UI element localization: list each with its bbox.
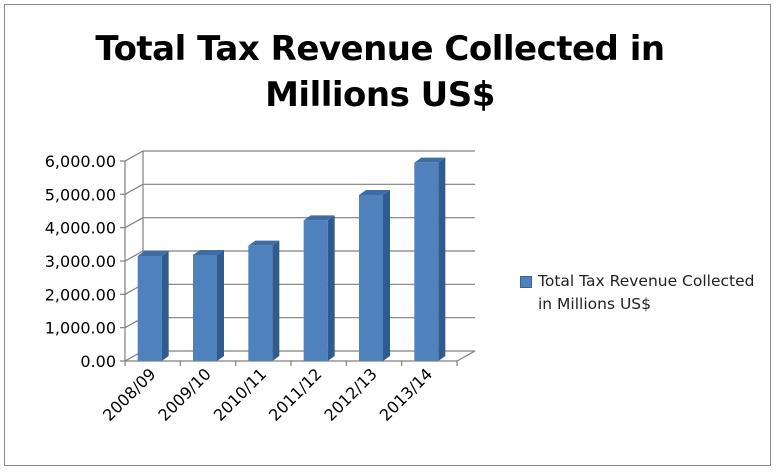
bar (303, 215, 335, 361)
x-tick-label: 2013/14 (376, 364, 436, 424)
legend-label: Total Tax Revenue Collected in Millions … (538, 272, 755, 313)
x-tick-labels: 2008/092009/102010/112011/122012/132013/… (99, 364, 436, 424)
bar-top (303, 215, 335, 221)
bar-front (303, 220, 328, 361)
bar (137, 251, 169, 361)
y-tick-label: 2,000.00 (45, 285, 116, 304)
bar-side (327, 215, 335, 361)
bar-front (137, 256, 162, 361)
bar-top (137, 251, 169, 256)
bar-front (248, 245, 273, 361)
y-tick-label: 1,000.00 (45, 319, 116, 338)
bar-side (272, 240, 280, 361)
bar-front (359, 195, 383, 361)
y-tick-labels: 0.00 1,000.00 2,000.00 3,000.00 4,000.00 5,00… (45, 152, 116, 371)
y-tick-label: 6,000.00 (45, 152, 116, 171)
bar (248, 240, 280, 361)
y-tick-label: 5,000.00 (45, 185, 116, 204)
x-tick-label: 2012/13 (320, 364, 380, 424)
legend-swatch (520, 276, 532, 288)
x-tick-label: 2010/11 (210, 364, 270, 424)
gridline-side (124, 183, 144, 195)
x-tick-label: 2008/09 (99, 364, 159, 424)
bar-top (248, 240, 280, 246)
bar-top (414, 157, 446, 163)
bar (193, 250, 224, 361)
x-tick-label: 2009/10 (154, 364, 214, 424)
bar-side (161, 251, 169, 361)
bar-side (438, 157, 446, 361)
floor-edge (456, 350, 476, 362)
bar-side (383, 190, 390, 361)
y-tick-label: 0.00 (80, 352, 116, 371)
gridline-side (124, 150, 144, 162)
bars (137, 157, 446, 361)
bar-top (359, 190, 390, 195)
bar-front (414, 162, 439, 361)
bar-top (193, 250, 224, 255)
gridline-side (124, 217, 144, 229)
chart-title: Total Tax Revenue Collected in Millions … (95, 29, 665, 115)
bar-front (193, 255, 217, 361)
x-tick-label: 2011/12 (265, 364, 325, 424)
y-tick-label: 4,000.00 (45, 219, 116, 238)
y-tick-label: 3,000.00 (45, 252, 116, 271)
bar-side (217, 250, 224, 361)
gridline-side (124, 250, 144, 262)
bar (359, 190, 390, 361)
bar (414, 157, 446, 361)
